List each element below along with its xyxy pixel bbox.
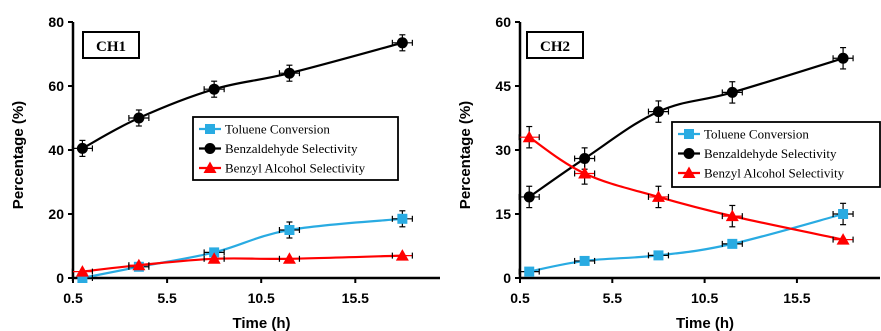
data-point [283, 67, 295, 79]
legend-box [192, 116, 399, 181]
x-tick-label: 0.5 [510, 290, 530, 306]
data-point [652, 106, 664, 118]
x-tick-label: 15.5 [342, 290, 369, 306]
y-tick-label: 0 [503, 270, 511, 286]
data-point [725, 209, 739, 222]
chart-panel-1: 0 20 40 60 80 0.5 5.5 10.5 15.5 Time (h) Percentag… [10, 14, 440, 331]
series-3 [518, 125, 854, 245]
data-point [207, 252, 221, 264]
legend-item: Benzyl Alcohol Selectivity [678, 166, 845, 181]
legend-marker [682, 166, 696, 178]
data-point [76, 142, 88, 154]
series-1 [518, 202, 854, 277]
error-bar [832, 46, 854, 70]
legend-marker [203, 161, 217, 173]
data-point [208, 83, 220, 95]
y-tick-label: 80 [48, 14, 64, 30]
legend-item: Benzaldehyde Selectivity [199, 141, 358, 156]
data-point [75, 265, 89, 277]
y-tick-label: 15 [495, 206, 511, 222]
panel-label-box [82, 31, 140, 59]
legend-label: Benzaldehyde Selectivity [225, 141, 358, 156]
data-point [524, 266, 535, 277]
data-point [522, 130, 536, 143]
legend-label: Benzyl Alcohol Selectivity [704, 166, 845, 181]
y-tick-label: 60 [48, 78, 64, 94]
panel-label: CH2 [540, 39, 570, 55]
x-axis-label: Time (h) [232, 315, 290, 331]
x-tick-label: 15.5 [783, 290, 810, 306]
series-line [82, 217, 403, 280]
legend: Toluene Conversion Benzaldehyde Selectivi… [671, 121, 881, 188]
y-tick-label: 30 [495, 142, 511, 158]
series-line [529, 212, 844, 273]
data-point [579, 255, 590, 266]
x-tick-label: 5.5 [157, 290, 177, 306]
data-point [282, 252, 296, 264]
data-point [837, 52, 849, 64]
data-point [523, 191, 535, 203]
x-tick-label: 5.5 [603, 290, 623, 306]
legend-item: Benzaldehyde Selectivity [678, 146, 837, 161]
legend-label: Benzaldehyde Selectivity [704, 146, 837, 161]
x-tick-label: 10.5 [691, 290, 718, 306]
data-point [578, 166, 592, 179]
y-axis-label: Percentage (%) [457, 101, 474, 209]
data-point [397, 213, 408, 224]
y-axis-label: Percentage (%) [10, 101, 27, 209]
data-point [579, 153, 591, 165]
legend: Toluene Conversion Benzaldehyde Selectivi… [192, 116, 399, 181]
data-point [653, 250, 664, 261]
data-point [132, 258, 146, 271]
data-point [838, 209, 849, 219]
legend-item: Toluene Conversion [678, 127, 809, 142]
data-point [77, 273, 88, 283]
data-point [726, 86, 738, 98]
legend-marker [205, 124, 215, 134]
x-axis-label: Time (h) [676, 315, 734, 331]
data-point [133, 112, 145, 124]
series-2 [71, 34, 413, 157]
legend-marker [684, 129, 694, 139]
data-point [395, 249, 409, 261]
series-3 [71, 249, 413, 277]
x-tick-label: 10.5 [248, 290, 275, 306]
series-1 [71, 210, 413, 283]
y-tick-label: 20 [48, 206, 64, 222]
legend-label: Benzyl Alcohol Selectivity [225, 161, 366, 176]
series-2 [518, 46, 854, 209]
data-point [651, 190, 665, 202]
panel-label-box [526, 31, 584, 59]
data-point [727, 238, 738, 249]
data-point [836, 233, 850, 245]
legend-marker [204, 143, 216, 154]
legend-box [671, 121, 881, 188]
y-tick-label: 40 [48, 142, 64, 158]
y-tick-label: 60 [495, 14, 511, 30]
legend-item: Toluene Conversion [199, 122, 330, 137]
chart-panel-2: 0 15 30 45 60 0.5 5.5 10.5 15.5 Time (h) Percentag… [457, 14, 881, 331]
legend-marker [683, 148, 695, 159]
y-tick-label: 45 [495, 78, 511, 94]
x-tick-label: 0.5 [63, 290, 83, 306]
data-point [284, 225, 295, 235]
data-point [396, 37, 408, 49]
panel-label: CH1 [96, 39, 126, 55]
y-tick-label: 0 [56, 270, 64, 286]
legend-label: Toluene Conversion [225, 122, 330, 137]
legend-item: Benzyl Alcohol Selectivity [199, 161, 366, 176]
legend-label: Toluene Conversion [704, 127, 809, 142]
